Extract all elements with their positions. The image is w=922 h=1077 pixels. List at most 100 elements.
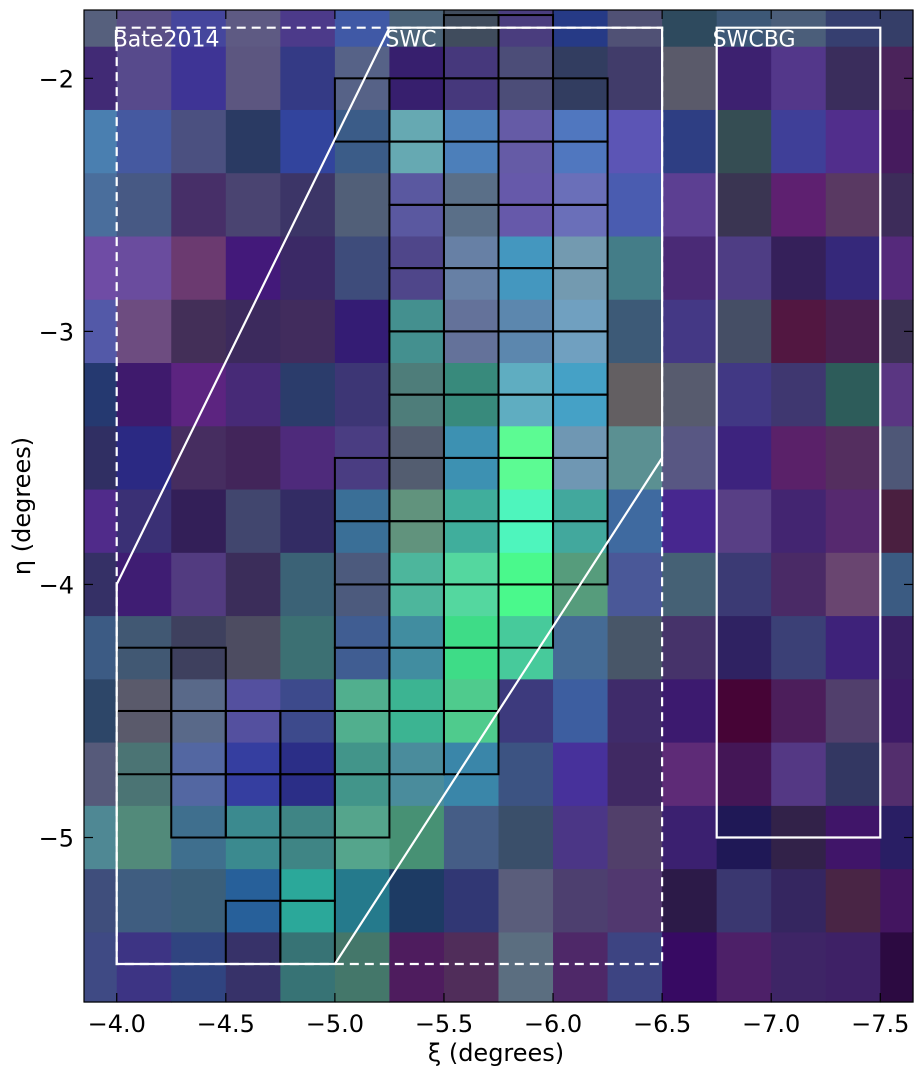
heatmap-cell <box>553 742 609 807</box>
heatmap-cell <box>825 109 881 174</box>
heatmap-cell <box>171 236 227 301</box>
heatmap-cell <box>662 236 718 301</box>
region-outline-swc <box>115 26 664 966</box>
heatmap-cell <box>84 932 118 1003</box>
region-outline-swcbg <box>715 26 882 839</box>
y-tick-label: −3 <box>39 318 74 346</box>
x-tick-label: −4.5 <box>197 1010 255 1038</box>
y-tick-label: −4 <box>39 571 74 599</box>
heatmap-cell <box>84 869 118 934</box>
heatmap-cell <box>716 489 772 554</box>
heatmap-cell <box>225 426 281 491</box>
heatmap-cell <box>716 552 772 617</box>
heatmap-cell <box>662 46 718 111</box>
heatmap-cell <box>443 869 500 934</box>
x-tick-label: −7.0 <box>742 1010 800 1038</box>
x-tick-label: −5.0 <box>306 1010 364 1038</box>
heatmap-cell <box>880 109 914 174</box>
heatmap-cell <box>553 805 609 870</box>
x-tick-label: −6.5 <box>633 1010 691 1038</box>
y-axis-ticks: −2 −3 −4 −5 <box>39 65 913 853</box>
heatmap-cell <box>84 10 118 48</box>
heatmap-cell <box>662 616 718 680</box>
heatmap-cell <box>280 426 336 491</box>
heatmap-cell <box>84 489 118 554</box>
heatmap-cell <box>771 679 827 744</box>
heatmap-cell <box>498 805 554 870</box>
heatmap-cell <box>771 173 827 238</box>
x-axis-label: ξ (degrees) <box>428 1039 564 1067</box>
heatmap-cell <box>771 426 827 491</box>
heatmap-cell <box>334 173 391 238</box>
heatmap-cell <box>334 236 391 301</box>
heatmap-cell <box>716 426 772 491</box>
region-label-swc: SWC <box>385 28 436 53</box>
heatmap-cell <box>880 236 914 301</box>
x-tick-label: −4.0 <box>88 1010 146 1038</box>
highlighted-cells <box>115 14 609 966</box>
heatmap-cell <box>662 109 718 174</box>
heatmap-cell <box>171 426 227 491</box>
heatmap-cell <box>334 299 391 364</box>
heatmap-cell <box>825 363 881 427</box>
heatmap-cell <box>771 932 827 1003</box>
heatmap-cell <box>771 552 827 617</box>
highlighted-cell <box>497 583 555 649</box>
heatmap-cell <box>116 426 172 491</box>
heatmap-cell <box>880 932 914 1003</box>
x-tick-label: −5.5 <box>415 1010 473 1038</box>
heatmap-cell <box>280 616 336 680</box>
heatmap-cell <box>662 363 718 427</box>
heatmap-cell <box>84 426 118 491</box>
heatmap-cell <box>716 109 772 174</box>
highlighted-cell <box>333 773 391 839</box>
heatmap-cell <box>662 426 718 491</box>
heatmap-cell <box>662 742 718 807</box>
heatmap-cell <box>84 236 118 301</box>
y-tick-label: −2 <box>39 65 74 93</box>
heatmap-cell <box>116 46 172 111</box>
heatmap-cell <box>825 869 881 934</box>
heatmap-cell <box>880 363 914 427</box>
heatmap-cell <box>116 805 172 870</box>
heatmap-cell <box>662 805 718 870</box>
heatmap-cell <box>716 299 772 364</box>
heatmap-cell <box>880 869 914 934</box>
heatmap-cell <box>84 679 118 744</box>
heatmap-cell <box>825 489 881 554</box>
heatmap-cell <box>607 46 663 111</box>
heatmap-cell <box>225 46 281 111</box>
heatmap-cell <box>225 109 281 174</box>
heatmap-cell <box>825 742 881 807</box>
heatmap-cell <box>280 363 336 427</box>
heatmap-cell <box>771 109 827 174</box>
heatmap-cell <box>498 869 554 934</box>
heatmap-cell <box>171 46 227 111</box>
heatmap-cell <box>607 299 663 364</box>
heatmap-cell <box>553 932 609 1003</box>
heatmap-cell <box>607 805 663 870</box>
heatmap-cell <box>280 236 336 301</box>
heatmap-cell <box>280 299 336 364</box>
heatmap-cell <box>171 869 227 934</box>
heatmap-cells <box>84 10 914 1003</box>
plot-frame <box>83 9 914 1003</box>
heatmap-cell <box>225 552 281 617</box>
heatmap-cell <box>771 616 827 680</box>
heatmap-cell <box>389 869 445 934</box>
heatmap-cell <box>171 552 227 617</box>
heatmap-cell <box>880 426 914 491</box>
heatmap-cell <box>771 869 827 934</box>
heatmap-cell <box>825 173 881 238</box>
heatmap-cell <box>171 932 227 1003</box>
heatmap-cell <box>771 363 827 427</box>
heatmap-cell <box>498 742 554 807</box>
heatmap-cell <box>116 109 172 174</box>
region-outlines <box>115 26 882 966</box>
heatmap-cell <box>825 552 881 617</box>
heatmap-cell <box>171 109 227 174</box>
heatmap-cell <box>84 363 118 427</box>
heatmap-cell <box>880 489 914 554</box>
heatmap-cell <box>716 679 772 744</box>
heatmap-cell <box>280 173 336 238</box>
